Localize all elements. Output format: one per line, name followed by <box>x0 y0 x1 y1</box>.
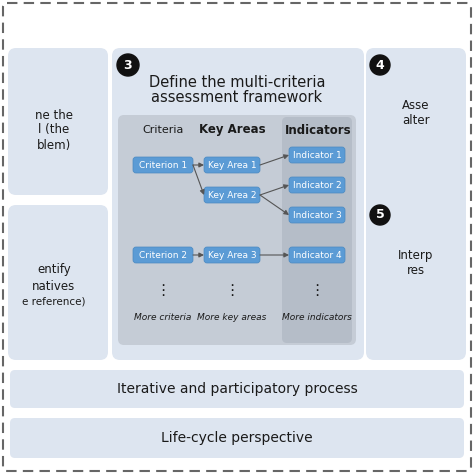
Text: Define the multi-criteria: Define the multi-criteria <box>149 74 325 90</box>
FancyBboxPatch shape <box>366 48 466 360</box>
Circle shape <box>117 54 139 76</box>
FancyBboxPatch shape <box>204 157 260 173</box>
Circle shape <box>370 205 390 225</box>
Text: Criterion 1: Criterion 1 <box>139 161 187 170</box>
Text: 5: 5 <box>375 209 384 221</box>
FancyBboxPatch shape <box>8 48 108 195</box>
Text: res: res <box>407 264 425 276</box>
Text: blem): blem) <box>37 138 71 152</box>
Text: entify: entify <box>37 264 71 276</box>
Text: Asse: Asse <box>402 99 430 111</box>
Text: ⋮: ⋮ <box>224 283 240 298</box>
FancyBboxPatch shape <box>10 370 464 408</box>
Text: Indicator 3: Indicator 3 <box>292 210 341 219</box>
Text: Key Area 1: Key Area 1 <box>208 161 256 170</box>
Text: Iterative and participatory process: Iterative and participatory process <box>117 382 357 396</box>
Text: Indicator 2: Indicator 2 <box>292 181 341 190</box>
Circle shape <box>370 55 390 75</box>
Text: 4: 4 <box>375 58 384 72</box>
Text: Key Area 2: Key Area 2 <box>208 191 256 200</box>
FancyBboxPatch shape <box>289 177 345 193</box>
Text: More key areas: More key areas <box>197 313 267 322</box>
Text: Key Areas: Key Areas <box>199 124 265 137</box>
FancyBboxPatch shape <box>133 157 193 173</box>
FancyBboxPatch shape <box>204 187 260 203</box>
Text: ⋮: ⋮ <box>310 283 325 298</box>
FancyBboxPatch shape <box>289 207 345 223</box>
Text: 3: 3 <box>124 58 132 72</box>
Text: Key Area 3: Key Area 3 <box>208 250 256 259</box>
Text: Indicators: Indicators <box>285 124 351 137</box>
FancyBboxPatch shape <box>3 3 471 471</box>
Text: Criterion 2: Criterion 2 <box>139 250 187 259</box>
Text: More indicators: More indicators <box>282 313 352 322</box>
Text: Indicator 4: Indicator 4 <box>292 250 341 259</box>
FancyBboxPatch shape <box>289 147 345 163</box>
FancyBboxPatch shape <box>282 117 352 343</box>
FancyBboxPatch shape <box>118 115 356 345</box>
Text: ne the: ne the <box>35 109 73 121</box>
FancyBboxPatch shape <box>204 247 260 263</box>
Text: natives: natives <box>32 280 76 292</box>
FancyBboxPatch shape <box>10 418 464 458</box>
FancyBboxPatch shape <box>112 48 364 360</box>
Text: Interp: Interp <box>398 248 434 262</box>
FancyBboxPatch shape <box>8 205 108 360</box>
Text: assessment framework: assessment framework <box>151 90 323 104</box>
Text: alter: alter <box>402 113 430 127</box>
Text: Criteria: Criteria <box>142 125 184 135</box>
Text: More criteria: More criteria <box>134 313 191 322</box>
Text: ⋮: ⋮ <box>155 283 171 298</box>
FancyBboxPatch shape <box>289 247 345 263</box>
Text: e reference): e reference) <box>22 297 86 307</box>
Text: Indicator 1: Indicator 1 <box>292 151 341 159</box>
Text: Life-cycle perspective: Life-cycle perspective <box>161 431 313 445</box>
Text: l (the: l (the <box>38 124 70 137</box>
FancyBboxPatch shape <box>133 247 193 263</box>
